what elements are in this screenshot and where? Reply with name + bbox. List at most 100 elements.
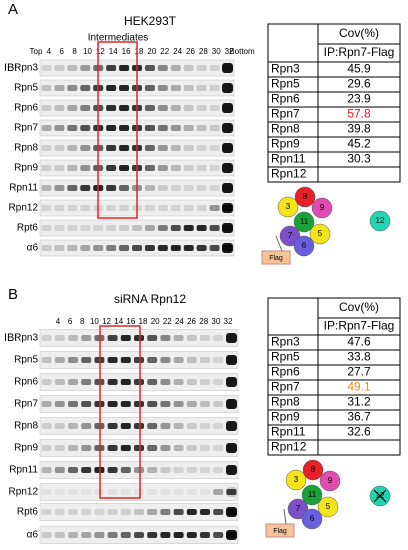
table-cell: Rpn9 (271, 410, 300, 424)
blot-band (134, 335, 144, 341)
fraction-label: 14 (109, 47, 118, 56)
blot-band (119, 125, 130, 131)
blot-label: Rpn6 (14, 377, 38, 388)
blot-band (170, 245, 181, 251)
blot-band (54, 245, 65, 251)
blot-band (186, 467, 197, 473)
fraction-label: 20 (151, 317, 160, 326)
flag-label: Flag (273, 528, 287, 535)
subunit-label: 11 (300, 217, 309, 226)
blot-band (80, 65, 91, 71)
subunit (311, 197, 333, 219)
blot-band (107, 467, 118, 473)
blot-band (157, 165, 168, 171)
blot-label: Rpn9 (14, 163, 38, 174)
blot-strip (39, 461, 239, 479)
table-cell: 27.7 (347, 365, 371, 379)
blot-band (106, 165, 117, 171)
blot-band (107, 532, 118, 538)
blot-band (54, 467, 65, 473)
blot-band (147, 401, 158, 407)
ib-label: IB: (4, 62, 17, 74)
blot-band (186, 335, 197, 341)
blot-band (106, 65, 117, 71)
blot-band (144, 65, 155, 71)
blot (39, 439, 239, 457)
blot-label: Rpn11 (9, 183, 38, 194)
blot-band (120, 379, 131, 385)
blot-band (80, 145, 91, 151)
blot-band (107, 335, 118, 341)
subunit-label: 5 (326, 502, 331, 511)
blot-band (80, 105, 91, 111)
blot-band (67, 125, 78, 131)
blot-label: Rpn6 (14, 103, 38, 114)
blot-band (157, 125, 168, 131)
fraction-label: 8 (80, 317, 85, 326)
blot-band (209, 165, 220, 171)
fraction-label: 28 (199, 317, 208, 326)
blot-band (41, 185, 52, 191)
fraction-label: 32 (225, 47, 234, 56)
blot-band (147, 357, 158, 363)
knockdown-mark (373, 489, 387, 503)
blot-band (196, 105, 207, 111)
blot-band (226, 507, 237, 517)
blot-band (81, 489, 92, 495)
blot-label: Rpn8 (14, 421, 38, 432)
blot-band (68, 379, 78, 385)
blot-band (68, 445, 78, 451)
blot-band (222, 143, 233, 153)
blot-band (134, 467, 144, 473)
blot-band (134, 532, 144, 538)
blot-band (173, 335, 184, 341)
subunit-label: 11 (308, 490, 317, 499)
blot-band (54, 423, 65, 429)
table-cell: Rpn3 (271, 335, 300, 349)
panel-title: siRNA Rpn12 (114, 292, 186, 306)
blot-band (144, 145, 155, 151)
blot-band (119, 165, 130, 171)
blot-band (106, 205, 117, 211)
blot-band (226, 355, 237, 365)
table-cell: Rpn9 (271, 137, 300, 151)
blot-label: Rpn9 (14, 443, 38, 454)
blot-band (213, 379, 224, 385)
blot-band (147, 423, 158, 429)
blot-band (41, 509, 52, 515)
table-cell: Rpn6 (271, 92, 300, 106)
blot-band (144, 245, 155, 251)
table-cell: 57.8 (347, 107, 371, 121)
blot-band (67, 205, 78, 211)
blot-band (209, 205, 220, 211)
blot-label: Rpt6 (17, 223, 39, 234)
blot-band (213, 467, 224, 473)
blot-band (81, 445, 92, 451)
blot-band (67, 145, 78, 151)
blot-band (157, 105, 168, 111)
blot-band (120, 467, 131, 473)
blot-band (213, 357, 224, 363)
blot-band (183, 65, 194, 71)
blot-band (196, 225, 207, 231)
subunit (302, 459, 324, 481)
blot-band (183, 105, 194, 111)
blot-band (157, 185, 168, 191)
blot-band (107, 401, 118, 407)
blot-band (80, 185, 91, 191)
blot-band (200, 532, 210, 538)
blot-band (120, 357, 131, 363)
fraction-label: 16 (122, 47, 131, 56)
fraction-label: 4 (56, 317, 61, 326)
table-cell: 49.1 (347, 380, 371, 394)
blot-band (106, 85, 117, 91)
subunit-label: 3 (294, 475, 299, 484)
blot-label: Rpn5 (14, 83, 38, 94)
blot-band (160, 401, 171, 407)
subunit-label: 9 (328, 476, 333, 485)
panel-label: A (8, 1, 18, 18)
blot-band (68, 467, 78, 473)
blot-band (170, 145, 181, 151)
blot-band (41, 145, 52, 151)
blot-band (107, 357, 118, 363)
